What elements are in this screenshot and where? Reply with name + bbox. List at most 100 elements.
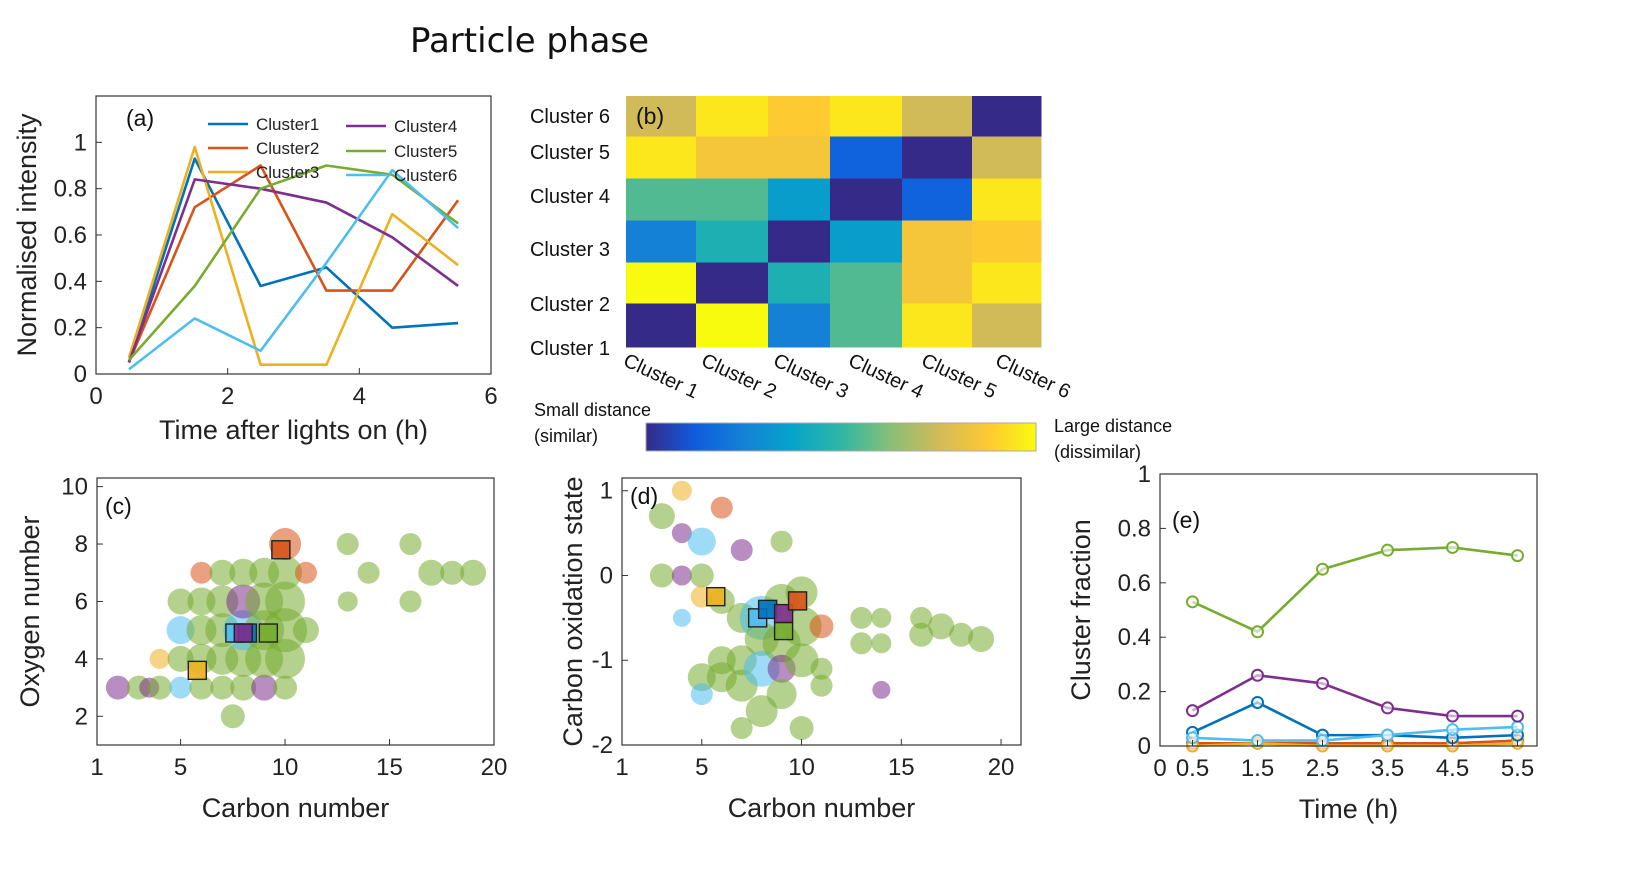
x-tick-label: 4.5 (1436, 755, 1469, 782)
scatter-point (928, 613, 955, 640)
heatmap-cell (972, 96, 1042, 137)
scatter-point (460, 559, 487, 586)
scatter-point (671, 565, 692, 586)
heatmap-cell (768, 136, 831, 179)
heatmap-cell (626, 220, 697, 263)
heatmap-cell (696, 136, 769, 179)
heatmap-cell (626, 303, 697, 348)
x-tick-label: 10 (788, 754, 815, 781)
heatmap-cell (830, 136, 903, 179)
series-line-5 (1191, 546, 1518, 634)
scatter-point (190, 561, 213, 584)
y-tick-label: 1 (600, 478, 613, 505)
row-label: Cluster 6 (530, 106, 610, 128)
heatmap-cell (768, 303, 831, 348)
y-axis-label: Carbon oxidation state (558, 476, 588, 746)
scatter-point (292, 617, 319, 644)
panel-label: (a) (126, 105, 154, 131)
axes-frame (1159, 473, 1538, 747)
scatter-point (850, 632, 873, 655)
series-marker (1316, 676, 1329, 690)
series-marker (1511, 709, 1524, 723)
heatmap-cell (696, 303, 769, 348)
scatter-point (105, 675, 130, 700)
heatmap-cell (830, 303, 903, 348)
heatmap-cell (902, 96, 973, 137)
scatter-point (850, 606, 873, 629)
centroid-marker (187, 660, 207, 681)
series-line-6 (1192, 725, 1518, 742)
scatter-point (949, 622, 974, 647)
col-label: Cluster 4 (845, 350, 927, 404)
heatmap-cell (972, 220, 1042, 263)
heatmap-cell (902, 220, 973, 263)
x-axis-label: Carbon number (202, 793, 390, 823)
series-marker (1251, 625, 1264, 639)
series-marker (1251, 668, 1264, 682)
x-tick-label: 15 (376, 754, 403, 781)
scatter-point (337, 591, 358, 612)
y-tick-label: -2 (592, 732, 613, 759)
x-tick-label: 2.5 (1306, 755, 1339, 782)
heatmap-cell (902, 178, 973, 221)
y-tick-label: 2 (75, 703, 88, 730)
scatter-point (336, 533, 359, 556)
series-marker (1186, 704, 1199, 718)
heatmap-cell (972, 178, 1042, 221)
row-label: Cluster 1 (530, 338, 610, 360)
scatter-point (872, 680, 891, 699)
heatmap-cell (768, 262, 831, 304)
colorbar-high-label: (dissimilar) (1054, 442, 1141, 462)
heatmap-cell (768, 96, 831, 137)
heatmap-cell (972, 303, 1042, 348)
y-axis-label: Cluster fraction (1066, 519, 1096, 701)
scatter-point (809, 614, 834, 639)
col-label: Cluster 6 (992, 350, 1074, 404)
panel-label: (e) (1172, 507, 1200, 533)
x-tick-label: 4 (353, 383, 366, 410)
scatter-point (209, 559, 236, 586)
panel-label: (d) (630, 483, 658, 509)
heatmap-cell (902, 303, 973, 348)
series-marker (1446, 723, 1459, 737)
scatter-point (730, 539, 753, 562)
row-label: Cluster 5 (530, 142, 610, 164)
figure-title: Particle phase (410, 21, 649, 61)
scatter-point (687, 527, 716, 556)
centroid-marker (706, 586, 726, 607)
y-tick-label: 0.6 (1118, 570, 1151, 597)
colorbar (645, 422, 1037, 452)
scatter-point (440, 560, 465, 585)
series-line-4 (1191, 673, 1518, 718)
colorbar-low-label: (similar) (534, 426, 598, 446)
scatter-point (810, 674, 833, 697)
series-marker (1251, 695, 1264, 709)
heatmap-cell (626, 96, 697, 137)
centroid-marker (787, 591, 808, 611)
heatmap-cell (696, 96, 769, 137)
y-tick-label: 4 (75, 646, 88, 673)
scatter-point (730, 717, 753, 740)
x-tick-label: 0 (89, 383, 102, 410)
centroid-marker (233, 623, 253, 643)
series-line-1 (1191, 701, 1518, 740)
series-marker (1511, 720, 1524, 734)
x-tick-label: 10 (272, 754, 299, 781)
heatmap-cell (626, 178, 697, 221)
scatter-layer (648, 480, 995, 741)
heatmap-cell (696, 178, 769, 221)
x-axis-label: Time after lights on (h) (159, 415, 428, 445)
colorbar-low-label: Small distance (534, 400, 651, 420)
y-tick-label: 1 (1138, 461, 1151, 488)
scatter-point (268, 555, 303, 590)
axes-frame (621, 477, 1022, 746)
legend-entry: Cluster3 (256, 163, 319, 182)
scatter-point (710, 496, 733, 519)
centroid-marker (271, 540, 291, 560)
col-label: Cluster 5 (918, 350, 1000, 404)
series-marker (1381, 543, 1394, 557)
series-line-2 (127, 164, 460, 363)
scatter-point (810, 657, 833, 680)
